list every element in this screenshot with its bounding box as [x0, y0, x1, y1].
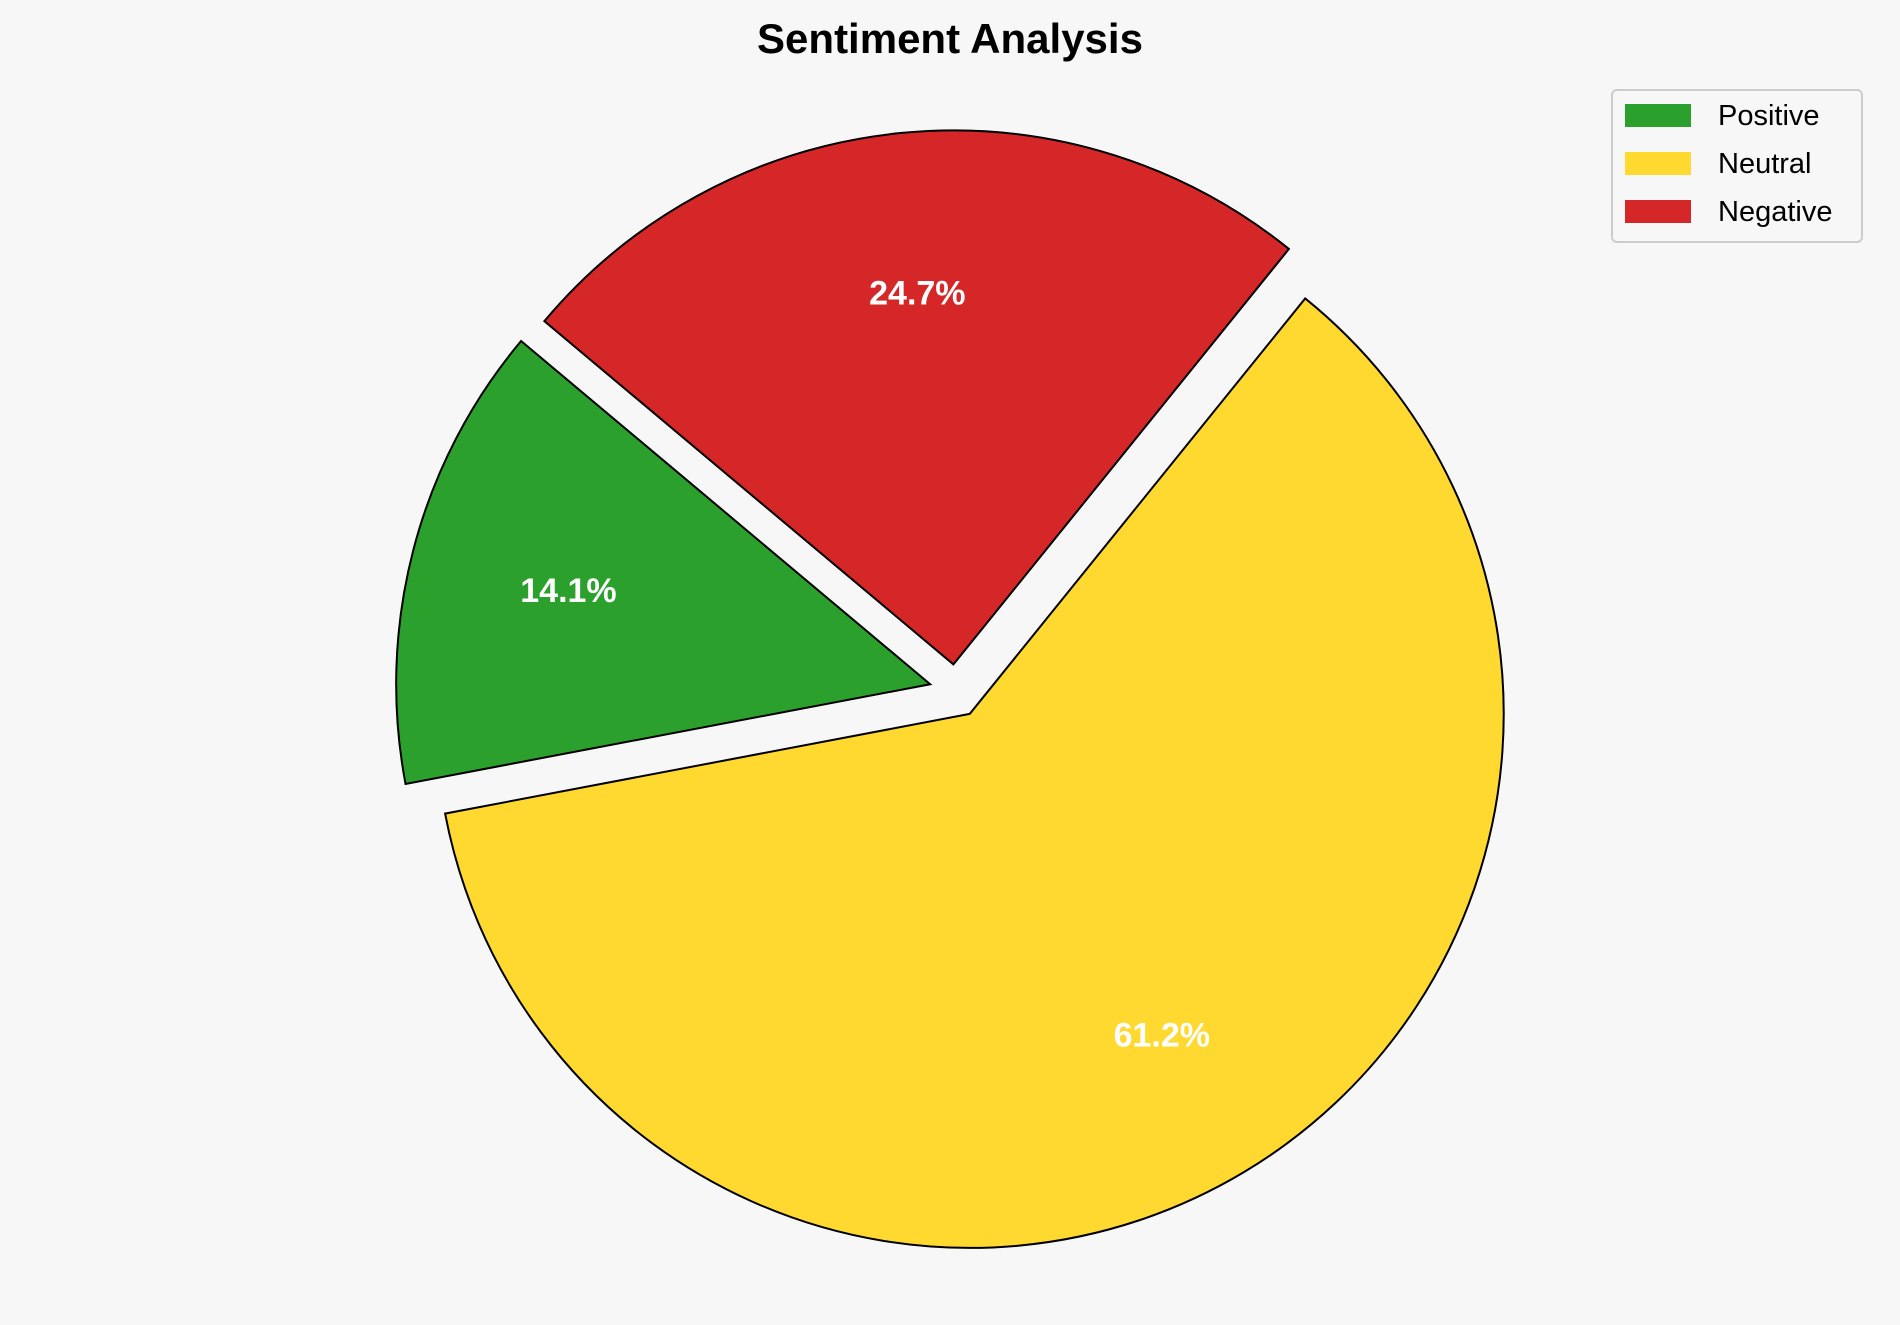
pie-wedge-negative [542, 129, 1291, 666]
pie-wedge-neutral [443, 297, 1505, 1249]
legend-swatch-positive [1625, 104, 1691, 127]
legend-swatch-neutral [1625, 152, 1691, 175]
legend-label-positive: Positive [1718, 100, 1820, 132]
pie-wedges [395, 129, 1505, 1249]
legend: Positive Neutral Negative [1611, 89, 1863, 243]
legend-label-neutral: Neutral [1718, 148, 1812, 180]
pie-wedge-positive [395, 339, 933, 786]
pie-label-neutral: 61.2% [1114, 1017, 1210, 1055]
pie-label-negative: 24.7% [869, 274, 965, 312]
pie-label-positive: 14.1% [520, 572, 616, 610]
legend-swatch-negative [1625, 200, 1691, 223]
chart-title: Sentiment Analysis [757, 15, 1143, 62]
pie-percent-labels: 14.1% 61.2% 24.7% [520, 274, 1210, 1054]
legend-label-negative: Negative [1718, 196, 1832, 228]
